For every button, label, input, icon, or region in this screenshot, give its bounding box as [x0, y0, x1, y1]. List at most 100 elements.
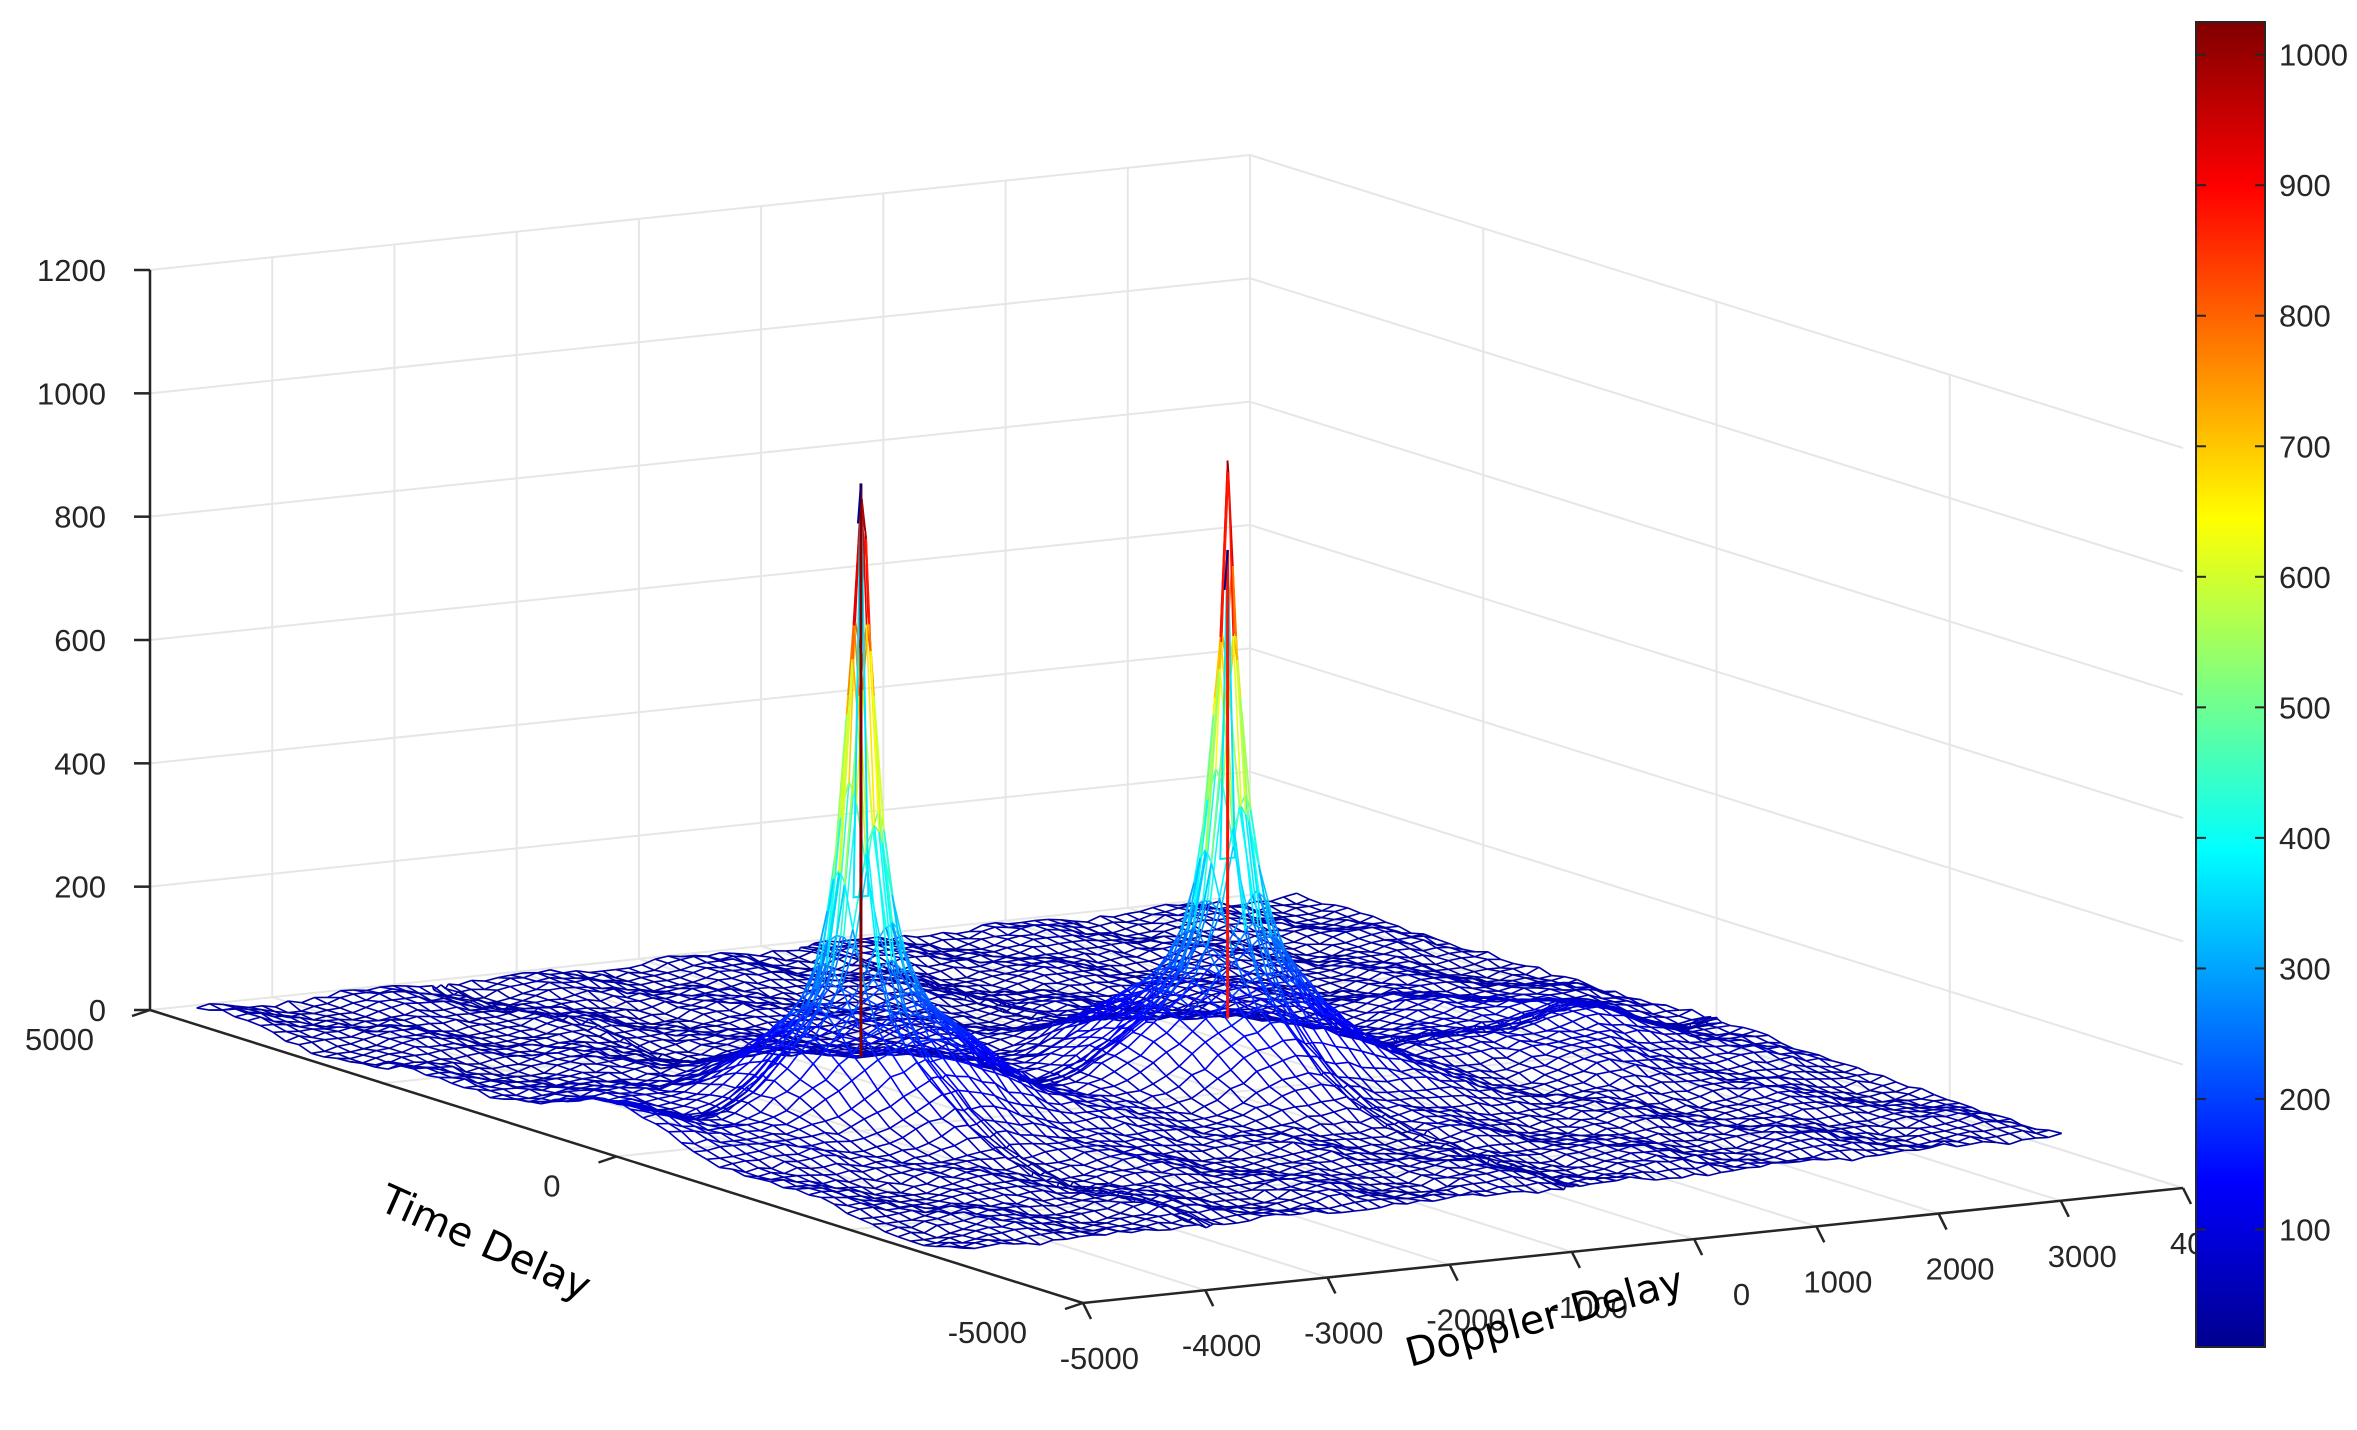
mesh-line	[758, 980, 771, 984]
mesh-line	[274, 1025, 287, 1032]
mesh-line	[351, 1039, 364, 1044]
mesh-line	[431, 1001, 444, 1002]
mesh-line	[1150, 943, 1163, 949]
mesh-line	[704, 1008, 717, 1012]
mesh-line	[680, 978, 693, 983]
mesh-line	[558, 1059, 571, 1062]
mesh-line	[366, 1002, 379, 1008]
mesh-line	[1526, 966, 1539, 967]
mesh-line	[1333, 937, 1346, 943]
mesh-line	[1020, 947, 1033, 953]
mesh-line	[1046, 944, 1059, 947]
mesh-line	[534, 1018, 547, 1023]
mesh-line	[1386, 922, 1399, 926]
mesh-line	[1004, 994, 1017, 995]
mesh-line	[964, 1005, 977, 1010]
mesh-line	[1111, 960, 1124, 966]
mesh-line	[967, 972, 980, 978]
mesh-line	[1284, 897, 1297, 904]
mesh-line	[1309, 904, 1322, 906]
mesh-line	[1031, 967, 1044, 972]
mesh-line	[988, 1037, 1001, 1039]
mesh-line	[1126, 922, 1139, 924]
mesh-line	[1007, 945, 1020, 948]
mesh-line	[482, 1030, 495, 1033]
mesh-line	[1333, 945, 1346, 950]
mesh-line	[915, 956, 928, 957]
mesh-line	[1345, 952, 1358, 956]
mesh-line	[495, 1024, 508, 1027]
mesh-line	[1345, 958, 1358, 959]
mesh-line	[988, 1039, 1001, 1044]
mesh-line	[1070, 985, 1083, 986]
mesh-line	[523, 981, 536, 984]
mesh-line	[366, 994, 379, 1001]
mesh-line	[379, 1002, 392, 1008]
mesh-line	[338, 1038, 351, 1044]
mesh-line	[1294, 936, 1307, 942]
mesh-line	[556, 1078, 569, 1082]
mesh-line	[376, 1048, 389, 1050]
mesh-line	[484, 998, 497, 1002]
mesh-line	[691, 1000, 704, 1005]
mesh-line	[570, 1064, 583, 1070]
mesh-line	[1371, 946, 1384, 952]
mesh-line	[461, 989, 471, 991]
mesh-line	[1317, 979, 1330, 983]
mesh-line	[622, 1073, 635, 1079]
mesh-line	[404, 1020, 417, 1025]
mesh-line	[1434, 982, 1447, 983]
mesh-line	[299, 1042, 312, 1044]
mesh-line	[523, 993, 536, 995]
mesh-line	[732, 982, 745, 986]
mesh-line	[760, 956, 773, 958]
mesh-line	[532, 1046, 545, 1052]
mesh-line	[494, 1037, 507, 1041]
mesh-line	[1344, 966, 1357, 967]
mesh-line	[415, 1054, 428, 1056]
mesh-line	[351, 1032, 364, 1037]
mesh-line	[994, 939, 1007, 945]
mesh-line	[521, 1029, 534, 1031]
mesh-line	[917, 936, 930, 938]
mesh-line	[575, 982, 588, 987]
mesh-line	[966, 987, 979, 991]
mesh-line	[1371, 954, 1384, 956]
mesh-line	[1072, 953, 1085, 957]
mesh-line	[1020, 953, 1033, 957]
mesh-line	[1164, 927, 1177, 931]
mesh-line	[260, 1025, 273, 1026]
mesh-line	[1333, 931, 1346, 932]
mesh-line	[325, 1033, 338, 1039]
mesh-line	[1008, 936, 1021, 939]
mesh-line	[663, 1048, 676, 1052]
mesh-line	[1006, 965, 1019, 967]
mesh-line	[1408, 980, 1421, 985]
mesh-line	[416, 1037, 429, 1039]
mesh-line	[469, 1033, 482, 1036]
mesh-line	[327, 1008, 340, 1010]
mesh-line	[716, 1026, 729, 1029]
mesh-line	[1060, 937, 1073, 942]
mesh-line	[1294, 945, 1307, 950]
mesh-line	[441, 1048, 454, 1050]
mesh-line	[864, 953, 877, 956]
mesh-line	[353, 1000, 366, 1003]
mesh-line	[493, 1060, 506, 1067]
mesh-line	[558, 1049, 571, 1053]
mesh-line	[1020, 945, 1033, 947]
mesh-line	[484, 990, 497, 998]
mesh-line	[864, 945, 877, 947]
mesh-line	[510, 993, 523, 998]
mesh-line	[1057, 972, 1070, 973]
mesh-line	[325, 1031, 338, 1032]
mesh-line	[1346, 939, 1359, 943]
mesh-line	[498, 978, 511, 979]
mesh-line	[626, 1001, 639, 1002]
mesh-line	[642, 965, 655, 970]
mesh-line	[1373, 916, 1386, 922]
mesh-line	[417, 1024, 430, 1026]
mesh-line	[688, 1055, 701, 1057]
